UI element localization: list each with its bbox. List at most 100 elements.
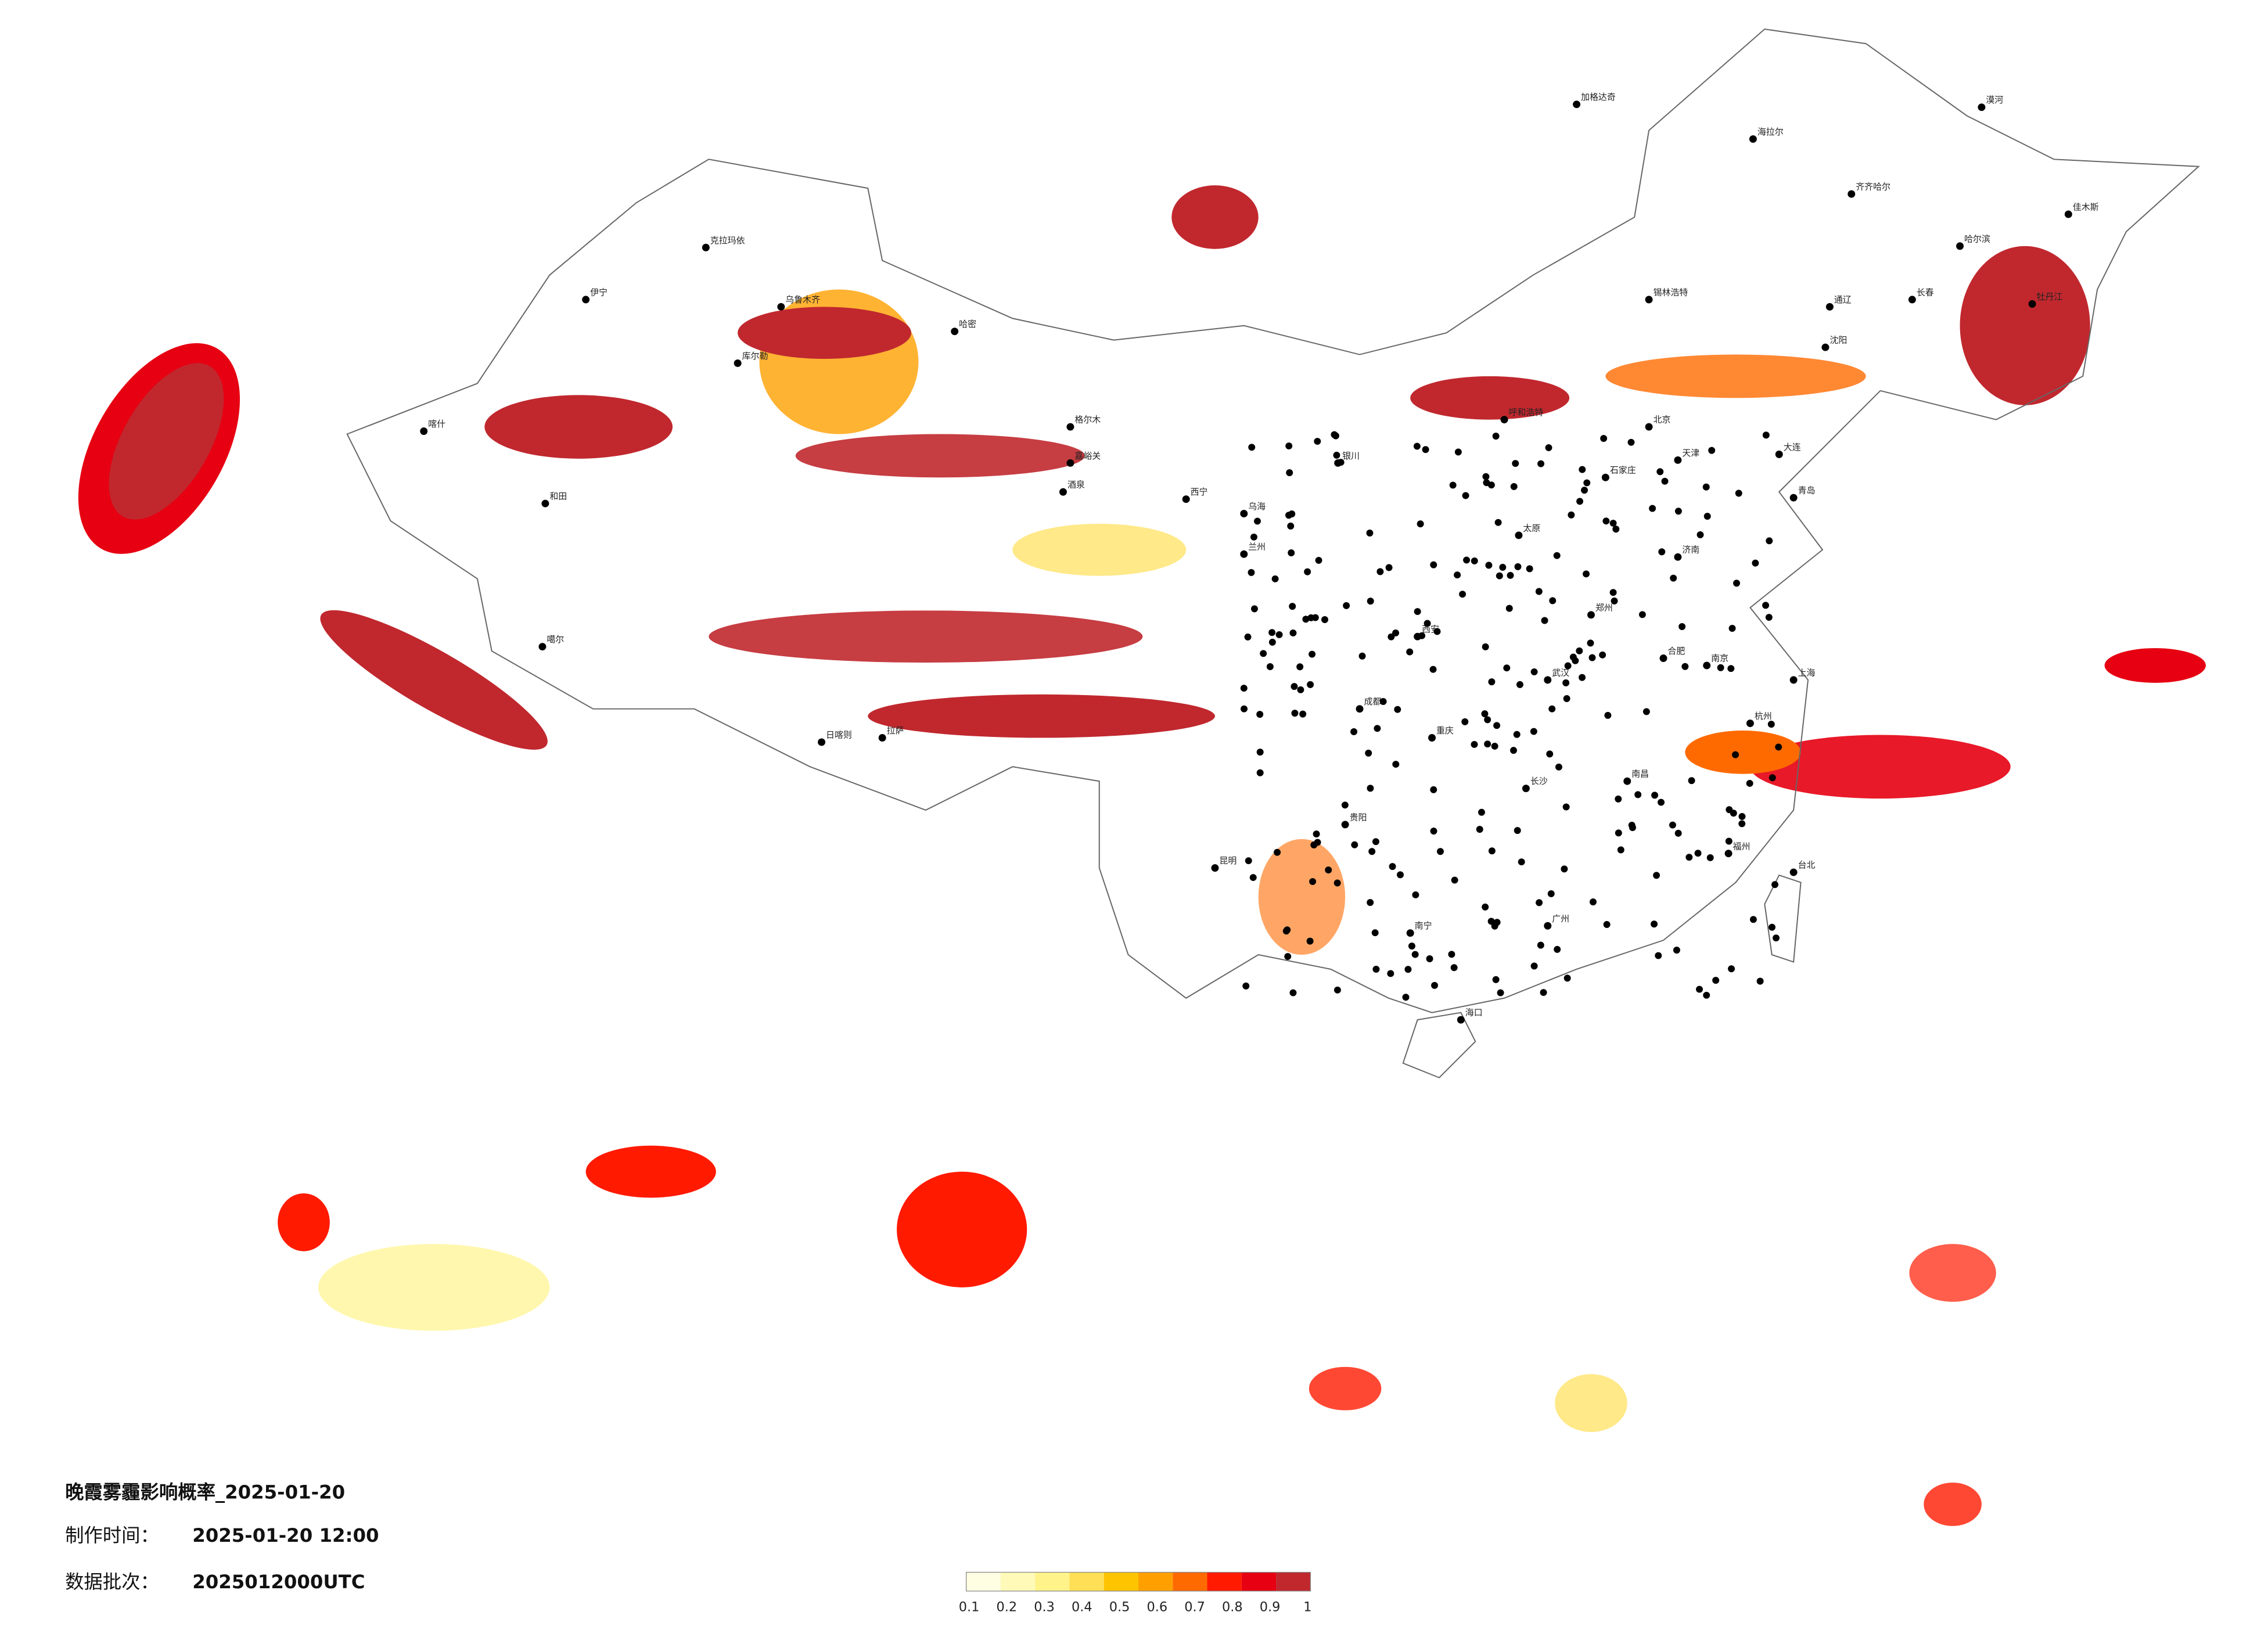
colorbar-swatch [1104, 1572, 1138, 1591]
city-dot [1611, 597, 1618, 605]
city-dot [1387, 970, 1394, 977]
city-dot [1505, 605, 1513, 612]
city-label: 齐齐哈尔 [1856, 182, 1890, 192]
colorbar-tick-label: 0.4 [1072, 1600, 1092, 1615]
city-dot [1510, 483, 1518, 490]
city-dot [1681, 663, 1689, 670]
city-dot [1500, 416, 1508, 424]
city-dot [1433, 628, 1441, 635]
city-dot [1422, 446, 1429, 454]
colorbar-tick-label: 0.9 [1260, 1600, 1281, 1615]
city-dot [1530, 668, 1538, 675]
city-dot [1256, 749, 1264, 756]
city-dot [1385, 564, 1393, 571]
city-dot [1211, 864, 1219, 872]
city-dot [1583, 570, 1590, 578]
city-dot [1541, 617, 1548, 624]
city-label: 西宁 [1191, 487, 1208, 497]
city-label: 库尔勒 [742, 351, 768, 361]
city-dot [1241, 705, 1248, 713]
city-dot [1762, 431, 1770, 439]
city-dot [1732, 751, 1739, 758]
city-dot [818, 738, 826, 746]
city-dot [1513, 731, 1521, 738]
city-dot [1260, 650, 1267, 657]
city-label: 哈密 [959, 319, 976, 329]
city-dot [1367, 899, 1374, 906]
city-dot [1769, 923, 1776, 931]
city-dot [1314, 437, 1321, 445]
city-dot [951, 328, 959, 336]
city-dot [1325, 866, 1332, 874]
city-dot [1315, 556, 1322, 564]
city-dot [1367, 785, 1374, 792]
city-dot [1848, 190, 1856, 198]
city-dot [1496, 572, 1503, 580]
city-dot [1725, 837, 1733, 845]
city-dot [1673, 947, 1680, 954]
city-dot [1424, 620, 1431, 627]
city-dot [1358, 652, 1366, 660]
city-dot [1483, 479, 1490, 487]
city-dot [1658, 798, 1665, 806]
city-dot [1417, 520, 1424, 528]
city-dot [1746, 779, 1753, 787]
city-dot [1482, 903, 1489, 911]
city-dot [1313, 830, 1320, 838]
city-dot [1612, 526, 1620, 533]
city-dot [1392, 761, 1400, 768]
city-dot [1462, 492, 1469, 499]
city-label: 杭州 [1755, 711, 1772, 721]
city-dot [1507, 571, 1514, 579]
city-label: 漠河 [1986, 95, 2003, 105]
city-dot [1554, 945, 1561, 953]
city-dot [538, 643, 547, 651]
city-dot [1302, 616, 1310, 623]
city-dot [1609, 519, 1617, 527]
city-dot [1588, 654, 1596, 661]
city-dot [1516, 681, 1523, 688]
city-dot [1266, 663, 1274, 670]
city-dot [1569, 653, 1577, 661]
city-dot [1674, 553, 1682, 561]
city-dot [1658, 548, 1666, 556]
city-label: 加格达奇 [1581, 92, 1616, 102]
city-dot [1678, 623, 1686, 630]
city-dot [1397, 871, 1404, 879]
city-dot [1268, 638, 1276, 646]
colorbar: 0.1 0.2 0.3 0.4 0.5 0.6 0.7 0.8 0.9 1 [959, 1571, 1311, 1615]
batch: 2025012000UTC [192, 1571, 365, 1593]
city-label: 大连 [1784, 442, 1801, 452]
city-dot [1756, 977, 1764, 985]
city-dot [1333, 451, 1340, 459]
city-dot [1978, 103, 1986, 111]
city-label: 贵阳 [1350, 812, 1367, 822]
city-dot [1544, 676, 1552, 684]
city-dot [1651, 920, 1658, 928]
city-dot [1617, 846, 1624, 854]
city-dot [1653, 872, 1660, 879]
city-dot [1706, 854, 1714, 861]
city-dot [1503, 664, 1511, 672]
city-dot [1288, 549, 1295, 556]
city-dot [1645, 296, 1653, 304]
city-dot [1485, 562, 1493, 569]
colorbar-tick-label: 0.7 [1184, 1600, 1205, 1615]
city-dot [1343, 602, 1350, 609]
city-dot [1356, 705, 1364, 713]
city-dot [1956, 242, 1964, 250]
city-dot [1602, 517, 1610, 525]
city-dot [1773, 934, 1780, 942]
city-dot [1526, 565, 1533, 573]
city-dot [1309, 878, 1317, 886]
city-label: 上海 [1798, 667, 1816, 678]
city-dot [1628, 821, 1636, 829]
city-dot [1514, 827, 1521, 834]
city-dot [1789, 676, 1798, 684]
city-dot [1488, 678, 1496, 686]
city-dot [1579, 466, 1586, 473]
colorbar-swatch [1069, 1572, 1104, 1591]
city-dot [1304, 568, 1311, 575]
city-label: 拉萨 [887, 725, 904, 736]
